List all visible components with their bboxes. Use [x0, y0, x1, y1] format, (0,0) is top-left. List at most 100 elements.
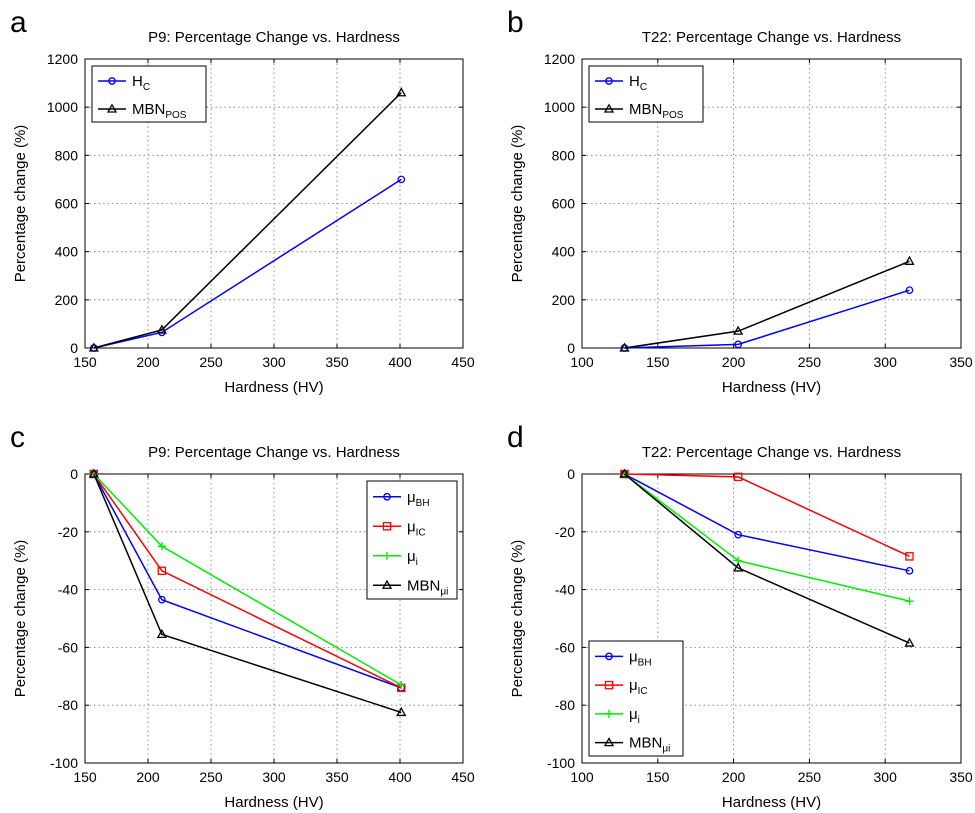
legend: μBH μIC μi MBNμi — [588, 640, 684, 757]
panel-letter: a — [10, 6, 27, 39]
chart-title: P9: Percentage Change vs. Hardness — [148, 444, 400, 461]
y-axis-label: Percentage change (%) — [12, 125, 29, 283]
data-point — [905, 597, 914, 606]
x-axis-label: Hardness (HV) — [722, 794, 821, 811]
y-tick-label: 1000 — [47, 99, 78, 115]
legend-marker — [603, 103, 615, 113]
legend-box — [588, 65, 704, 123]
data-point — [733, 325, 744, 335]
y-tick-label: -80 — [58, 697, 78, 713]
series-line — [624, 260, 910, 349]
y-tick-label: -20 — [58, 524, 78, 540]
y-tick-label: -60 — [58, 639, 78, 655]
x-tick-label: 200 — [136, 354, 160, 370]
legend-box — [91, 65, 207, 123]
legend: HC MBNPOS — [91, 65, 207, 123]
x-tick-label: 450 — [451, 769, 475, 785]
legend-marker — [383, 492, 391, 501]
legend-label: μIC — [629, 677, 648, 697]
data-point — [733, 472, 743, 482]
legend-label: μBH — [407, 489, 430, 509]
series-line — [624, 473, 910, 558]
x-tick-label: 150 — [73, 354, 97, 370]
x-tick-label: 300 — [874, 769, 898, 785]
legend: HC MBNPOS — [588, 65, 704, 123]
legend-marker — [108, 77, 116, 85]
y-tick-label: -80 — [555, 697, 575, 713]
x-tick-label: 150 — [73, 769, 97, 785]
y-tick-label: -40 — [58, 582, 78, 598]
data-point — [734, 530, 742, 539]
y-axis-label: Percentage change (%) — [509, 540, 526, 698]
panel-d: d 100 150 200 250 300 350 0 -20 -40 -60 -80 -100 T22:… — [507, 421, 973, 811]
data-point — [905, 286, 914, 295]
data-point — [397, 680, 406, 689]
panel-letter: d — [507, 421, 524, 454]
data-point — [157, 542, 166, 551]
x-tick-label: 200 — [722, 354, 746, 370]
x-tick-label: 400 — [388, 769, 412, 785]
series-line — [93, 473, 402, 689]
panel-b: b 100 150 200 250 300 350 0 200 400 600 800 1000 1200… — [507, 6, 973, 396]
legend-label: HC — [629, 73, 647, 93]
x-tick-label: 350 — [325, 354, 349, 370]
chart-title: T22: Percentage Change vs. Hardness — [642, 444, 901, 461]
legend-label: μi — [629, 706, 640, 726]
data-point — [905, 552, 914, 561]
legend-box — [366, 480, 458, 600]
x-tick-label: 100 — [570, 769, 594, 785]
legend-label: MBNPOS — [629, 101, 684, 121]
data-point — [158, 595, 166, 604]
series-line — [624, 473, 910, 572]
legend-label: MBNμi — [629, 735, 670, 755]
legend-marker — [605, 77, 613, 85]
legend-marker — [605, 709, 613, 718]
x-tick-label: 250 — [199, 354, 223, 370]
y-tick-label: 600 — [552, 196, 576, 212]
y-tick-label: -100 — [547, 755, 575, 771]
legend-label: MBNPOS — [132, 101, 187, 121]
x-tick-label: 100 — [570, 354, 594, 370]
data-point — [88, 342, 99, 352]
series-line — [624, 289, 910, 349]
data-point — [157, 566, 167, 576]
legend-marker — [603, 737, 615, 747]
data-point — [904, 255, 915, 265]
x-tick-label: 300 — [262, 769, 286, 785]
panel-letter: c — [10, 421, 25, 454]
y-tick-label: -60 — [555, 639, 575, 655]
y-tick-label: 1200 — [47, 51, 78, 67]
legend-box — [588, 640, 684, 757]
data-point — [734, 340, 742, 349]
data-point — [619, 342, 630, 352]
legend-marker — [604, 680, 614, 690]
data-point — [619, 468, 630, 478]
chart-title: T22: Percentage Change vs. Hardness — [642, 29, 901, 46]
x-tick-label: 250 — [798, 769, 822, 785]
data-point — [733, 562, 744, 572]
series-line — [93, 473, 402, 714]
x-tick-label: 150 — [646, 354, 670, 370]
x-tick-label: 400 — [388, 354, 412, 370]
data-point — [396, 87, 407, 97]
y-tick-label: 1200 — [544, 51, 575, 67]
data-point — [904, 637, 915, 647]
data-point — [156, 324, 167, 334]
y-tick-label: 0 — [70, 340, 78, 356]
x-tick-label: 450 — [451, 354, 475, 370]
x-axis-label: Hardness (HV) — [224, 794, 323, 811]
x-tick-label: 250 — [199, 769, 223, 785]
y-tick-label: -100 — [50, 755, 78, 771]
y-tick-label: 1000 — [544, 99, 575, 115]
legend-label: MBNμi — [407, 577, 448, 597]
y-axis-label: Percentage change (%) — [12, 540, 29, 698]
series-line — [93, 92, 402, 349]
legend-marker — [605, 652, 613, 661]
legend-marker — [383, 551, 391, 560]
legend-marker — [382, 522, 392, 531]
y-tick-label: 200 — [55, 292, 79, 308]
y-tick-label: 400 — [55, 244, 79, 260]
x-tick-label: 350 — [325, 769, 349, 785]
data-point — [88, 468, 99, 478]
